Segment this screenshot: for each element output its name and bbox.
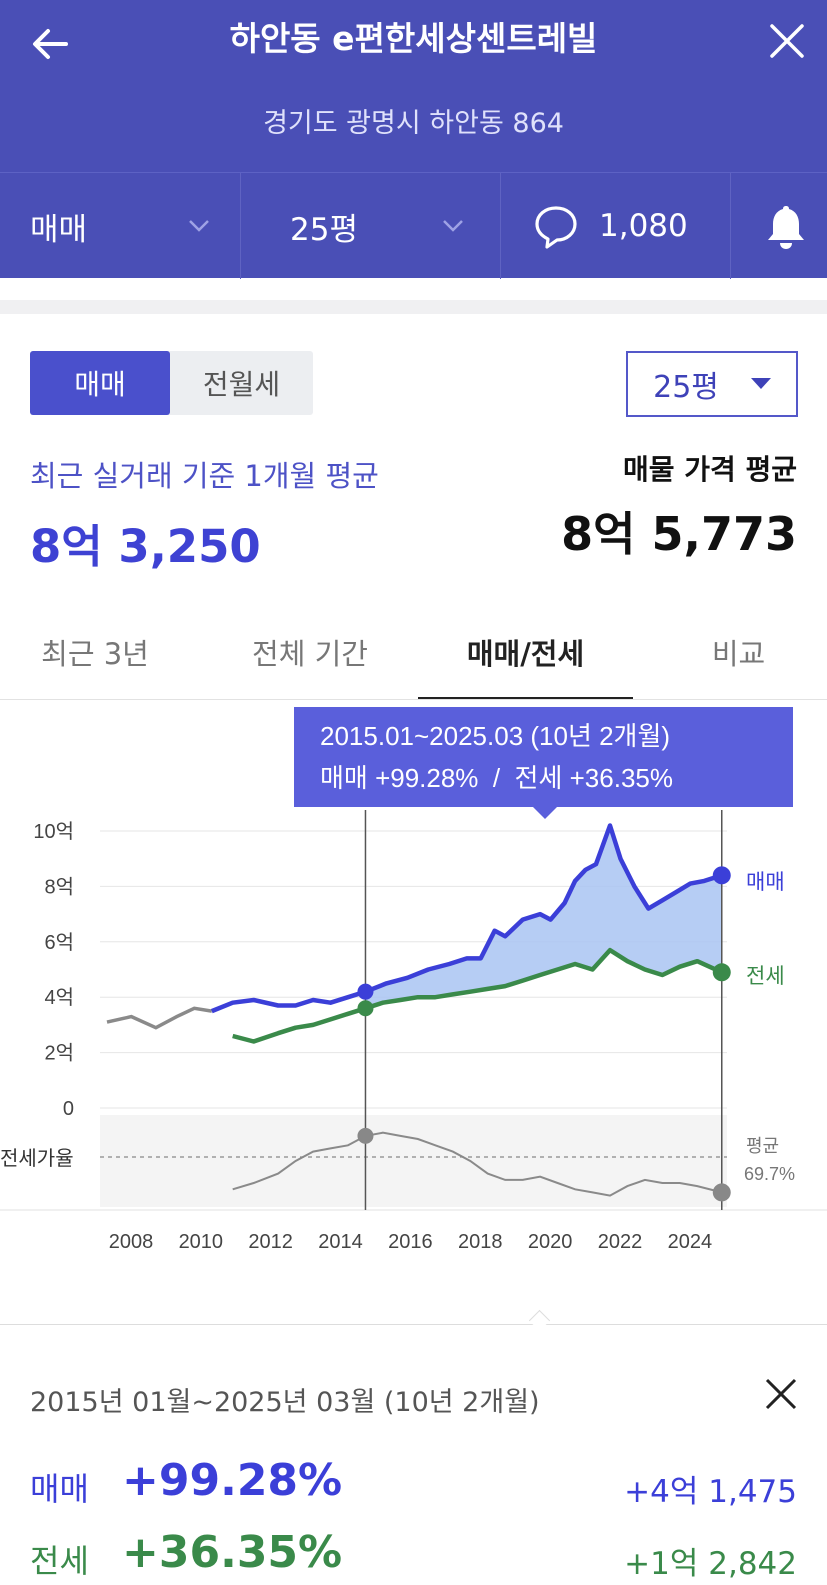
tooltip-period: 2015.01~2025.03 (10년 2개월): [320, 721, 670, 751]
y-tick-label: 10억: [33, 820, 74, 843]
comment-count: 1,080: [599, 208, 688, 244]
ratio-average-value: 69.7%: [744, 1164, 795, 1184]
ratio-end-point: [712, 1183, 731, 1202]
x-tick-label: 2012: [248, 1231, 293, 1253]
summary-rent-amount: +1억 2,842: [624, 1546, 797, 1582]
x-tick-label: 2014: [318, 1231, 363, 1253]
summary-period: 2015년 01월~2025년 03월 (10년 2개월): [30, 1387, 540, 1418]
ratio-axis-label: 전세가율: [0, 1147, 74, 1170]
divider: [240, 173, 241, 279]
recent-price-label: 최근 실거래 기준 1개월 평균: [30, 459, 379, 493]
x-tick-label: 2008: [109, 1231, 154, 1253]
summary-sale-label: 매매: [30, 1470, 89, 1508]
period-tabs: 최근 3년 전체 기간 매매/전세 비교: [0, 604, 827, 700]
sale-line: [210, 823, 723, 1014]
y-tick-label: 6억: [44, 931, 74, 954]
tooltip-box: [294, 707, 793, 807]
size-dropdown-header[interactable]: 25평: [290, 173, 475, 279]
recent-price-value: 8억 3,250: [30, 520, 261, 573]
caret-down-icon: [750, 378, 771, 389]
back-arrow-icon[interactable]: [28, 22, 72, 66]
x-tick-label: 2010: [179, 1231, 224, 1253]
y-tick-label: 8억: [44, 875, 74, 898]
segment-rent-button[interactable]: 전월세: [202, 368, 281, 401]
tab-recent-3-years[interactable]: 최근 3년: [41, 637, 149, 671]
tab-sale-rent[interactable]: 매매/전세: [466, 637, 585, 671]
tooltip-pointer: [533, 807, 557, 819]
trade-type-dropdown[interactable]: 매매: [30, 173, 215, 279]
filter-bar: 매매 25평 1,080: [0, 172, 827, 279]
divider: [730, 173, 731, 279]
summary-sale-percent: +99.28%: [122, 1455, 343, 1506]
listing-price-value: 8억 5,773: [561, 507, 797, 561]
size-select-value: 25평: [653, 370, 719, 405]
y-tick-label: 0: [63, 1098, 74, 1120]
x-tick-label: 2022: [598, 1231, 643, 1253]
app-header: 하안동 e편한세상센트레빌 경기도 광명시 하안동 864 매매 25평 1,0…: [0, 0, 827, 279]
divider: [0, 1324, 827, 1325]
size-select[interactable]: 25평: [626, 351, 798, 417]
bell-icon[interactable]: [764, 203, 808, 251]
rent-series-label: 전세: [746, 965, 785, 988]
trade-type-segment: 매매 전월세: [30, 351, 313, 415]
tooltip-change: 매매 +99.28% / 전세 +36.35%: [320, 763, 673, 793]
summary-rent-label: 전세: [30, 1542, 89, 1580]
tab-compare[interactable]: 비교: [711, 637, 766, 671]
x-tick-label: 2024: [668, 1231, 713, 1253]
rent-line: [232, 947, 723, 1044]
tab-all-period[interactable]: 전체 기간: [252, 637, 368, 671]
address-text: 경기도 광명시 하안동 864: [263, 108, 564, 139]
selection-markers: [357, 810, 731, 1210]
ratio-line: [232, 1131, 723, 1197]
sale-start-point: [357, 983, 374, 1000]
price-chart[interactable]: 10억 8억 6억 4억 2억 0 2008 2010 2012 2014 2016 2018 202…: [0, 705, 827, 1265]
segment-sale-button[interactable]: 매매: [30, 351, 170, 415]
close-icon[interactable]: [768, 22, 806, 60]
active-tab-indicator: [418, 697, 633, 700]
x-tick-label: 2018: [458, 1231, 503, 1253]
chevron-down-icon: [443, 220, 463, 232]
summary-pointer: [528, 1309, 551, 1332]
summary-sale-amount: +4억 1,475: [624, 1474, 797, 1510]
x-axis-ticks: 2008 2010 2012 2014 2016 2018 2020 2022 2024: [109, 1231, 712, 1253]
x-tick-label: 2020: [528, 1231, 573, 1253]
sale-series-label: 매매: [746, 871, 785, 894]
ratio-average-label: 평균: [746, 1136, 779, 1156]
trade-type-value: 매매: [30, 211, 88, 248]
ratio-start-point: [357, 1127, 374, 1144]
page-title: 하안동 e편한세상센트레빌: [229, 19, 598, 58]
sale-end-point: [712, 866, 731, 885]
summary-rent-percent: +36.35%: [122, 1527, 343, 1578]
speech-bubble-icon: [535, 206, 577, 249]
y-tick-label: 2억: [44, 1042, 74, 1065]
ratio-band: [100, 1115, 727, 1207]
y-axis-ticks: 10억 8억 6억 4억 2억 0: [33, 820, 74, 1120]
rent-start-point: [357, 1000, 374, 1017]
close-icon[interactable]: [763, 1376, 799, 1412]
section-gap: [0, 300, 827, 314]
divider: [0, 699, 827, 700]
divider: [500, 173, 501, 279]
x-tick-label: 2016: [388, 1231, 433, 1253]
chevron-down-icon: [189, 220, 209, 232]
comments-button[interactable]: 1,080: [533, 173, 713, 279]
size-value: 25평: [290, 211, 358, 248]
rent-end-point: [712, 963, 731, 982]
listing-price-label: 매물 가격 평균: [622, 453, 797, 486]
sale-line-before: [106, 1006, 213, 1030]
y-tick-label: 4억: [44, 986, 74, 1009]
